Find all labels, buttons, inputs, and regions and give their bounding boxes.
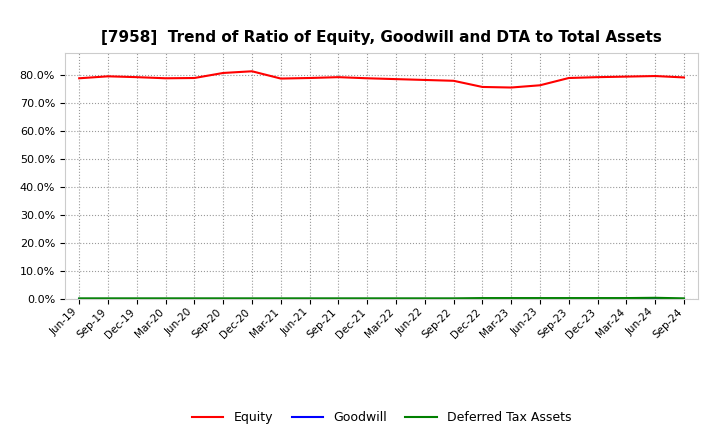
Equity [219,70,228,76]
Equity [363,76,372,81]
Equity [507,85,516,90]
Deferred Tax Assets [363,296,372,301]
Deferred Tax Assets [478,295,487,301]
Deferred Tax Assets [132,296,141,301]
Goodwill [593,297,602,302]
Goodwill [104,297,112,302]
Goodwill [334,297,343,302]
Title: [7958]  Trend of Ratio of Equity, Goodwill and DTA to Total Assets: [7958] Trend of Ratio of Equity, Goodwil… [102,29,662,45]
Equity [132,74,141,80]
Equity [420,77,429,83]
Deferred Tax Assets [305,296,314,301]
Goodwill [564,297,573,302]
Goodwill [420,297,429,302]
Equity [478,84,487,90]
Goodwill [449,297,458,302]
Equity [593,74,602,80]
Deferred Tax Assets [392,296,400,301]
Equity [680,75,688,80]
Deferred Tax Assets [104,296,112,301]
Goodwill [305,297,314,302]
Equity [305,75,314,81]
Deferred Tax Assets [536,295,544,301]
Equity [276,76,285,81]
Goodwill [132,297,141,302]
Deferred Tax Assets [622,295,631,301]
Deferred Tax Assets [420,296,429,301]
Goodwill [75,297,84,302]
Equity [564,75,573,81]
Equity [449,78,458,84]
Goodwill [507,297,516,302]
Equity [622,74,631,79]
Goodwill [276,297,285,302]
Deferred Tax Assets [593,295,602,301]
Deferred Tax Assets [449,296,458,301]
Goodwill [219,297,228,302]
Equity [161,76,170,81]
Deferred Tax Assets [651,295,660,301]
Goodwill [161,297,170,302]
Deferred Tax Assets [276,296,285,301]
Goodwill [190,297,199,302]
Goodwill [622,297,631,302]
Deferred Tax Assets [219,296,228,301]
Equity [392,77,400,82]
Deferred Tax Assets [564,295,573,301]
Deferred Tax Assets [334,296,343,301]
Equity [651,73,660,79]
Goodwill [680,297,688,302]
Legend: Equity, Goodwill, Deferred Tax Assets: Equity, Goodwill, Deferred Tax Assets [187,407,576,429]
Deferred Tax Assets [507,295,516,301]
Goodwill [392,297,400,302]
Line: Equity: Equity [79,71,684,88]
Goodwill [536,297,544,302]
Equity [536,83,544,88]
Equity [248,69,256,74]
Deferred Tax Assets [161,296,170,301]
Deferred Tax Assets [248,296,256,301]
Deferred Tax Assets [190,296,199,301]
Goodwill [363,297,372,302]
Equity [334,74,343,80]
Goodwill [248,297,256,302]
Goodwill [651,297,660,302]
Deferred Tax Assets [680,296,688,301]
Goodwill [478,297,487,302]
Equity [190,75,199,81]
Deferred Tax Assets [75,296,84,301]
Equity [104,73,112,79]
Equity [75,76,84,81]
